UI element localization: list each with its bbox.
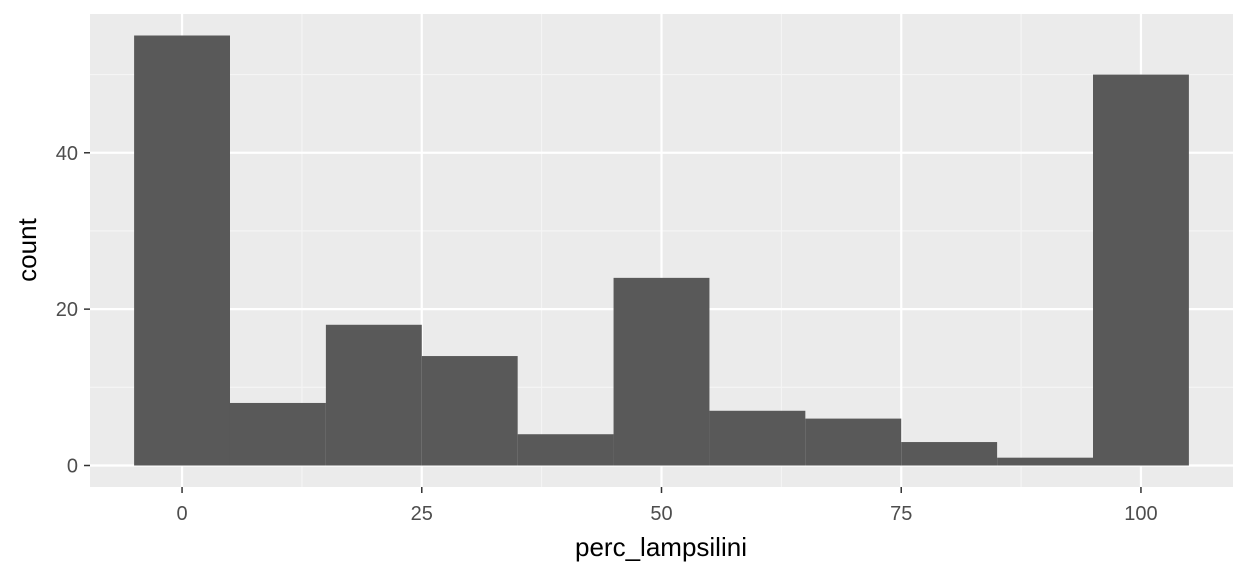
histogram-bar [134, 35, 230, 466]
histogram-bar [901, 442, 998, 466]
y-tick-label: 20 [56, 299, 78, 321]
x-axis-title: perc_lampsilini [575, 532, 747, 562]
histogram-bar [421, 356, 518, 466]
histogram-bar [709, 410, 806, 466]
y-tick-label: 40 [56, 143, 78, 165]
y-tick-label: 0 [67, 456, 78, 478]
y-axis: 0 20 40 [56, 143, 90, 478]
histogram-bar [997, 457, 1094, 466]
histogram-bar [613, 277, 710, 466]
histogram-bar [229, 402, 326, 466]
histogram-bar [517, 434, 614, 466]
histogram-bar [805, 418, 902, 466]
histogram-bars [134, 35, 1189, 466]
histogram-bar [1093, 74, 1189, 466]
x-tick-label: 75 [890, 503, 912, 525]
x-tick-label: 25 [411, 503, 433, 525]
y-axis-title: count [12, 217, 42, 281]
x-tick-label: 100 [1124, 503, 1157, 525]
x-axis: 0 25 50 75 100 [176, 487, 1158, 525]
x-tick-label: 0 [176, 503, 187, 525]
x-tick-label: 50 [650, 503, 672, 525]
histogram-bar [325, 324, 422, 466]
